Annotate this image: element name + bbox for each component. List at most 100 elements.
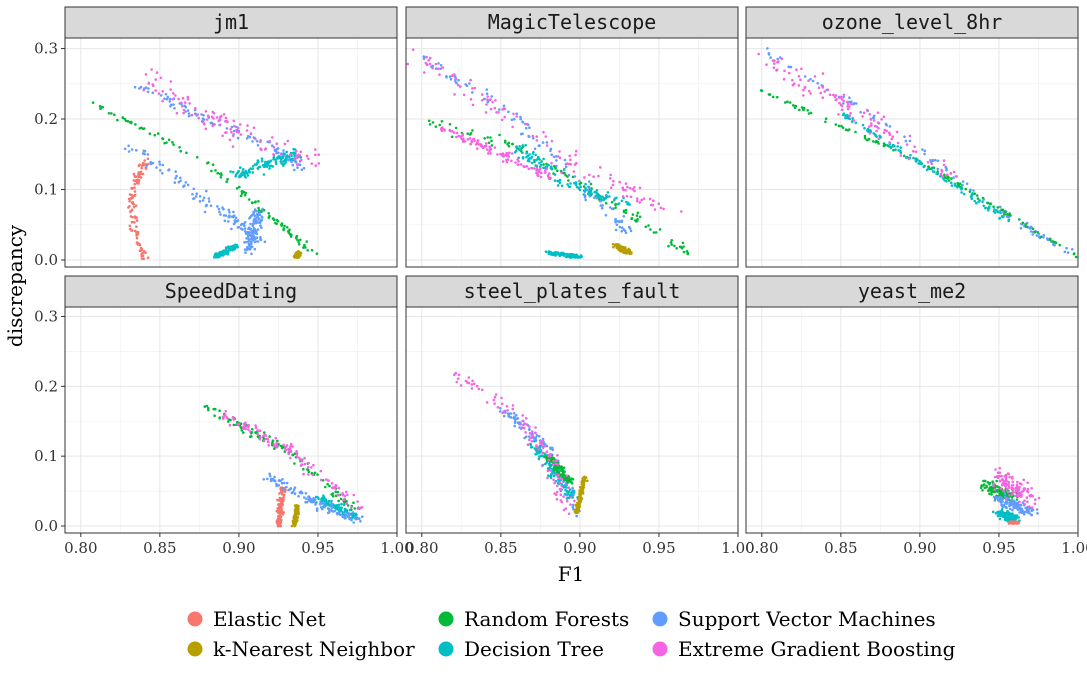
data-point xyxy=(1012,501,1016,504)
data-point xyxy=(241,228,244,231)
data-point xyxy=(256,228,260,231)
data-point xyxy=(903,135,906,138)
data-point xyxy=(218,417,221,420)
data-point xyxy=(116,118,119,122)
data-point xyxy=(886,144,889,147)
data-point xyxy=(315,509,319,512)
data-point xyxy=(480,388,484,392)
data-point xyxy=(540,160,543,163)
data-point xyxy=(838,101,841,105)
data-point xyxy=(1049,238,1052,242)
data-point xyxy=(434,62,438,66)
data-point xyxy=(837,113,840,116)
data-point xyxy=(1036,512,1039,515)
data-point xyxy=(869,118,873,121)
data-point xyxy=(791,78,794,82)
data-point xyxy=(227,208,231,212)
data-point xyxy=(321,479,325,482)
data-point xyxy=(507,110,510,114)
data-point xyxy=(441,126,444,129)
data-point xyxy=(471,91,474,94)
data-point xyxy=(450,135,454,139)
data-point xyxy=(303,496,306,499)
data-point xyxy=(240,172,243,175)
data-point xyxy=(135,236,139,240)
data-point xyxy=(996,485,999,488)
data-point xyxy=(302,166,306,170)
data-point xyxy=(131,196,134,199)
data-point xyxy=(582,185,586,188)
data-point xyxy=(554,466,557,469)
data-point xyxy=(187,112,191,115)
data-point xyxy=(981,489,984,492)
data-point xyxy=(848,96,851,99)
data-point xyxy=(288,228,291,231)
data-point xyxy=(943,176,947,179)
data-point xyxy=(292,488,296,491)
data-point xyxy=(232,215,235,219)
data-point xyxy=(513,424,516,428)
data-point xyxy=(621,195,625,198)
data-point xyxy=(1066,251,1070,254)
data-point xyxy=(300,168,304,172)
data-point xyxy=(876,140,879,143)
data-point xyxy=(354,512,358,516)
data-point xyxy=(300,491,304,495)
data-point xyxy=(248,170,252,174)
data-point xyxy=(1004,477,1008,480)
data-point xyxy=(1029,230,1033,233)
data-point xyxy=(248,248,252,251)
data-point xyxy=(528,431,532,435)
data-point xyxy=(824,117,828,120)
data-point xyxy=(254,424,257,427)
x-tick-label: 0.95 xyxy=(301,539,334,557)
data-point xyxy=(243,221,247,224)
data-point xyxy=(231,170,235,174)
data-point xyxy=(406,62,410,66)
data-point xyxy=(848,117,851,121)
data-point xyxy=(129,210,132,214)
data-point xyxy=(652,199,655,202)
data-point xyxy=(99,107,102,111)
data-point xyxy=(1000,493,1003,496)
data-point xyxy=(259,235,262,239)
data-point xyxy=(517,160,520,163)
data-point xyxy=(523,436,526,440)
data-point xyxy=(1005,487,1009,491)
data-point xyxy=(167,168,170,172)
data-point xyxy=(885,124,888,127)
data-point xyxy=(532,437,536,440)
data-point xyxy=(266,162,270,165)
data-point xyxy=(290,160,293,164)
data-point xyxy=(865,108,869,112)
data-point xyxy=(565,162,569,165)
data-point xyxy=(859,110,862,114)
data-point xyxy=(1001,505,1004,509)
data-point xyxy=(223,250,227,253)
x-tick-label: 0.90 xyxy=(222,539,255,557)
data-point xyxy=(246,124,249,127)
data-point xyxy=(333,487,337,490)
data-point xyxy=(622,209,626,213)
data-point xyxy=(617,220,621,223)
data-point xyxy=(554,479,558,483)
data-point xyxy=(290,524,294,528)
data-point xyxy=(480,144,484,147)
data-point xyxy=(113,113,116,116)
data-point xyxy=(1018,482,1022,485)
data-point xyxy=(618,225,622,229)
data-point xyxy=(101,105,104,109)
data-point xyxy=(217,207,221,211)
data-point xyxy=(277,151,280,155)
x-tick-label: 0.80 xyxy=(405,539,438,557)
data-point xyxy=(782,77,786,81)
data-point xyxy=(611,183,615,187)
data-point xyxy=(806,109,809,112)
data-point xyxy=(281,493,284,496)
data-point xyxy=(511,404,515,407)
data-point xyxy=(515,115,518,118)
data-point xyxy=(242,168,245,171)
data-point xyxy=(127,206,130,209)
data-point xyxy=(241,170,244,173)
data-point xyxy=(247,168,251,172)
